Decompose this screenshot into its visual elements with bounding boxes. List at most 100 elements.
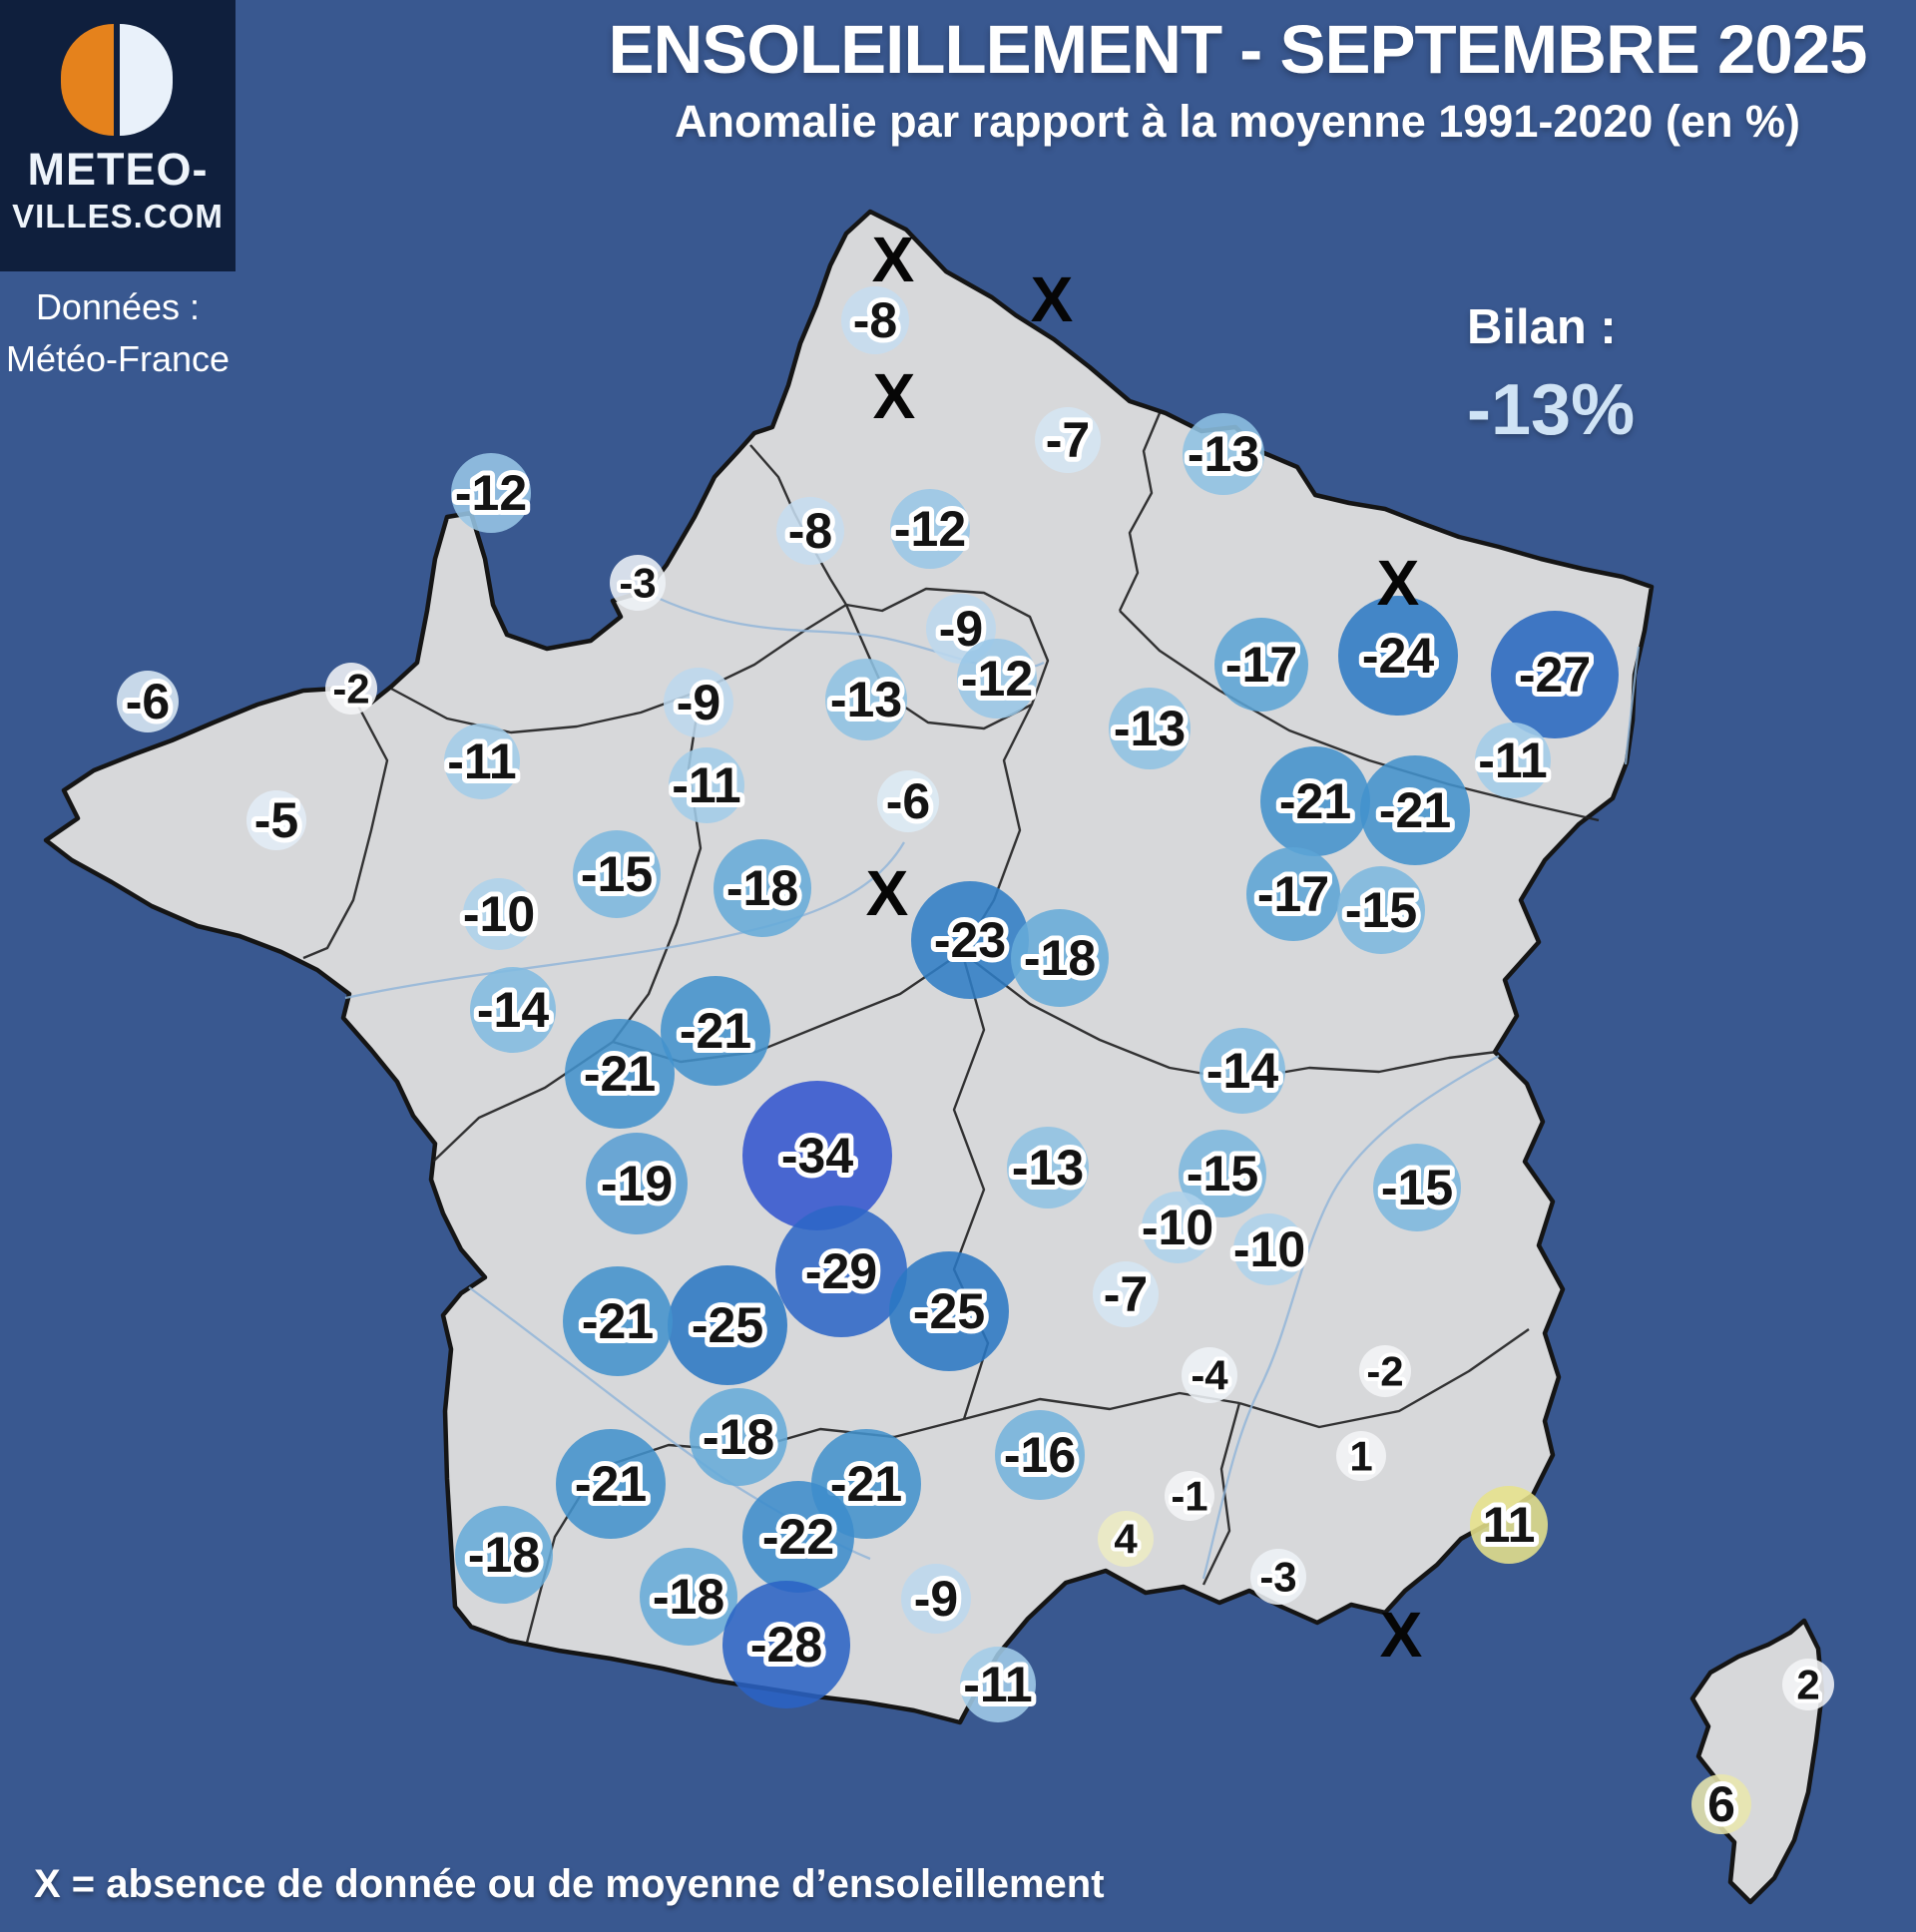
bubble-circle [1142,1192,1213,1263]
anomaly-bubble: -28 [722,1581,850,1708]
bubble-value: -18 [468,1527,540,1583]
no-data-x-marker: X [873,360,916,432]
bubble-circle [890,489,970,569]
bubble-circle [776,497,844,565]
bubble-circle [1373,1144,1461,1231]
bubble-circle [1246,847,1340,941]
bubble-value: -21 [584,1046,656,1102]
bubble-value: -3 [1259,1553,1296,1600]
bubble-value: -9 [677,675,720,730]
bubble-circle [463,878,535,950]
bubble-value: -13 [1188,426,1259,482]
bubble-value: -12 [961,651,1033,707]
bubble-value: -4 [1191,1351,1228,1398]
bubble-value: -22 [762,1509,834,1565]
bubble-circle [1183,413,1264,495]
anomaly-bubble: -11 [958,1647,1038,1722]
bubble-circle [960,1647,1036,1722]
bubble-value: -15 [1381,1160,1453,1215]
anomaly-bubble: -21 [1260,746,1370,856]
anomaly-bubble: -9 [901,1564,971,1634]
bubble-circle [841,286,909,354]
bubble-circle [1035,407,1101,473]
data-source-line2: Météo-France [5,338,231,380]
bubble-circle [911,881,1029,999]
sun-half-circle-icon [56,18,180,142]
bubble-value: -25 [692,1297,763,1353]
anomaly-bubble: -21 [661,976,770,1086]
anomaly-bubble: -11 [442,724,522,799]
bubble-value: -21 [582,1293,654,1349]
no-data-x-marker: X [1380,1599,1423,1671]
anomaly-bubble: -25 [889,1251,1009,1371]
data-source-line1: Données : [35,286,201,327]
bubble-circle [690,1388,787,1486]
bubble-circle [1360,755,1470,865]
bubble-circle [1260,746,1370,856]
anomaly-bubble: -18 [690,1388,787,1486]
summary-block: Bilan : -13% [1467,299,1806,451]
anomaly-bubble: -8 [841,286,909,354]
anomaly-bubble: 1 [1336,1428,1386,1483]
anomaly-bubble: -13 [1007,1127,1089,1208]
bubble-circle [470,967,556,1053]
bubble-circle [995,1410,1085,1500]
bubble-value: -6 [126,674,170,729]
anomaly-bubble: -1 [1165,1468,1214,1523]
bubble-value: 6 [1707,1776,1735,1832]
bubble-value: -18 [703,1409,774,1465]
bubble-circle [957,639,1037,719]
bubble-value: -21 [680,1003,751,1059]
no-data-x-marker: X [1377,547,1420,619]
bubble-circle [1214,618,1308,712]
anomaly-bubble: -15 [1373,1144,1461,1231]
bubble-value: -14 [1206,1043,1278,1099]
bubble-value: -27 [1519,647,1591,703]
anomaly-bubble: -12 [956,639,1038,719]
bubble-value: -8 [853,292,897,348]
bubble-value: -13 [1114,701,1186,756]
bubble-circle [825,659,907,740]
logo-text-line1: METEO- [27,144,209,195]
anomaly-bubble: -12 [889,489,971,569]
anomaly-bubble: -7 [1035,407,1101,473]
anomaly-bubble: -15 [1179,1130,1266,1217]
legend-note: X = absence de donnée ou de moyenne d’en… [34,1862,1105,1906]
bubble-circle [1359,1345,1411,1397]
bubble-value: -11 [1478,732,1548,788]
bubble-value: -18 [653,1569,724,1625]
bubble-circle [901,1564,971,1634]
anomaly-bubble: -13 [1109,688,1191,769]
bubble-circle [246,790,306,850]
bubble-value: -23 [934,912,1006,968]
anomaly-bubble: -19 [586,1133,688,1234]
bubble-value: 2 [1796,1661,1819,1707]
bubble-circle [722,1581,850,1708]
bubble-value: -10 [1233,1221,1305,1277]
anomaly-bubble: -23 [911,881,1029,999]
bubble-circle [714,839,811,937]
bubble-value: -19 [601,1156,673,1211]
bubble-circle [1470,1486,1548,1564]
bubble-value: -9 [914,1571,958,1627]
bubble-circle [664,668,733,737]
anomaly-bubble: -21 [556,1429,666,1539]
anomaly-bubble: -7 [1093,1261,1159,1327]
bubble-circle [1199,1028,1285,1114]
anomaly-bubble: -21 [1360,755,1470,865]
bubble-value: -12 [455,465,527,521]
summary-value: -13% [1467,370,1636,450]
bubble-circle [455,1506,553,1604]
meteo-villes-logo: METEO- VILLES.COM [0,0,236,271]
bubble-circle [775,1206,907,1337]
page-title: ENSOLEILLEMENT - SEPTEMBRE 2025 [608,11,1867,88]
anomaly-bubble: -13 [1183,413,1264,495]
bubble-value: -13 [1012,1140,1084,1196]
logo-white-half [120,24,173,136]
bubble-circle [444,724,520,799]
anomaly-bubble: -22 [742,1481,854,1593]
bubble-value: -12 [894,501,966,557]
no-data-x-marker: X [872,224,915,295]
